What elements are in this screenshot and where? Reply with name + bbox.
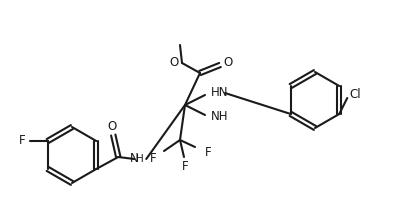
Text: HN: HN	[211, 87, 228, 99]
Text: H: H	[136, 154, 144, 164]
Text: F: F	[182, 161, 188, 173]
Text: F: F	[205, 147, 211, 159]
Text: NH: NH	[211, 111, 228, 124]
Text: F: F	[19, 134, 25, 148]
Text: Cl: Cl	[349, 88, 361, 101]
Text: O: O	[223, 57, 232, 69]
Text: O: O	[169, 57, 179, 69]
Text: F: F	[150, 152, 156, 164]
Text: N: N	[130, 152, 139, 166]
Text: O: O	[108, 120, 117, 132]
